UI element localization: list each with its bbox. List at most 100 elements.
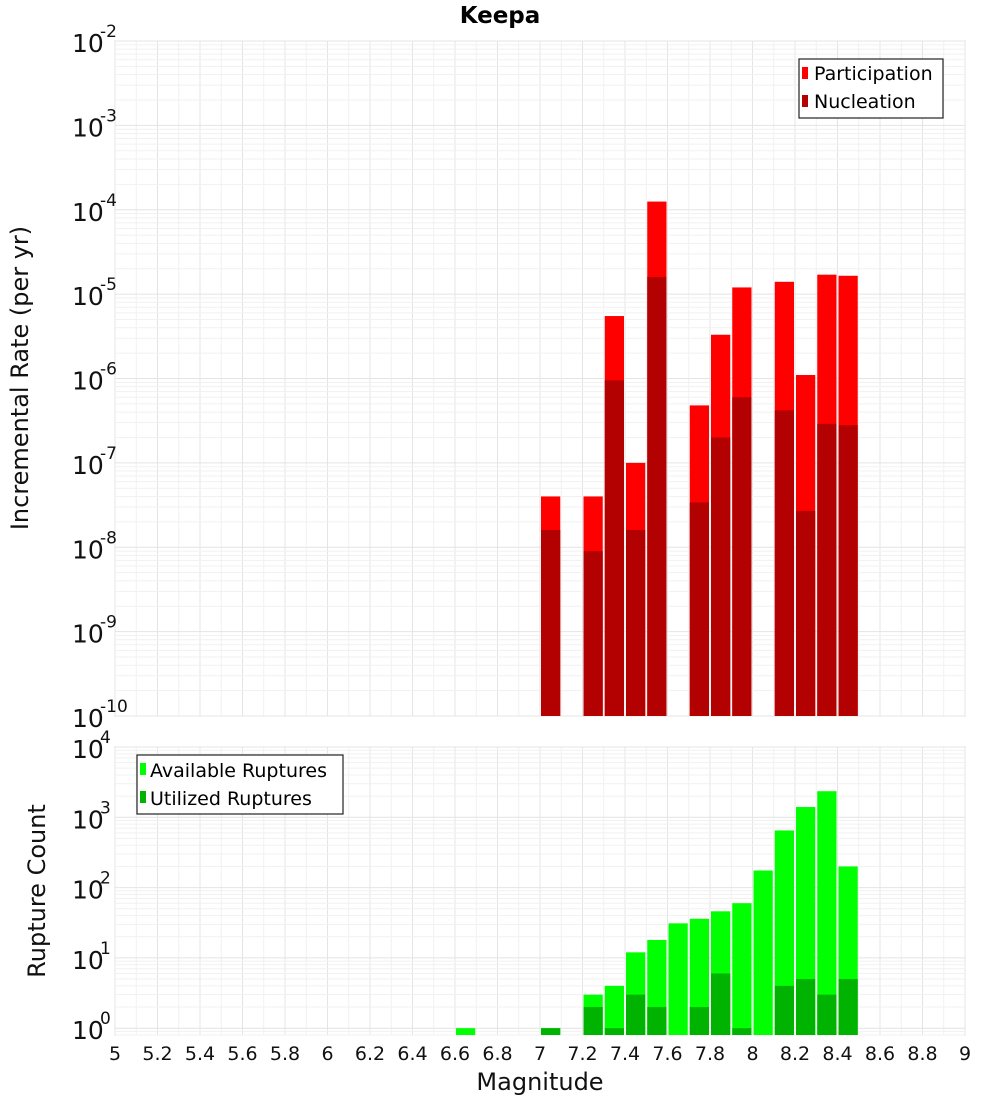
rate-bar-nucleation [796, 510, 816, 716]
rate-y-tick-label: 10 [72, 113, 104, 142]
available-legend-label: Available Ruptures [150, 760, 327, 782]
count-bar-utilized-ruptures [626, 994, 646, 1035]
count-bar-utilized-ruptures [689, 1007, 709, 1035]
magnitude-x-ticks: 5 5.2 5.4 5.6 5.8 6 6.2 6.4 6.6 6.8 7 7.2 7.4 7.6 7.8 8… [109, 1043, 971, 1065]
count-bar-utilized-ruptures [774, 985, 794, 1035]
rate-bar-nucleation [541, 530, 561, 716]
count-bar-available-ruptures [456, 1028, 476, 1035]
count-y-tick-exponent: 2 [100, 869, 111, 889]
rate-bar-nucleation [604, 380, 624, 716]
count-bar-available-ruptures [817, 791, 837, 1035]
rate-bar-nucleation [647, 276, 667, 716]
x-tick-label: 6.2 [355, 1043, 385, 1065]
utilized-legend-label: Utilized Ruptures [150, 788, 312, 810]
rate-y-tick-label: 10 [72, 451, 104, 480]
available-legend-swatch [140, 763, 146, 775]
count-bar-available-ruptures [689, 918, 709, 1035]
x-tick-label: 5.6 [227, 1043, 257, 1065]
rate-y-tick-exponent: -8 [100, 528, 117, 548]
x-tick-label: 5 [109, 1043, 121, 1065]
count-legend: Available Ruptures Utilized Ruptures [136, 754, 344, 815]
x-tick-label: 7.8 [695, 1043, 725, 1065]
rate-grid [114, 40, 966, 717]
x-tick-label: 6.8 [482, 1043, 512, 1065]
rate-y-tick-label: 10 [72, 198, 104, 227]
rate-y-tick-label: 10 [72, 620, 104, 649]
count-bar-available-ruptures [668, 923, 688, 1035]
rate-y-tick-exponent: -3 [100, 106, 117, 126]
rate-bar-nucleation [732, 397, 752, 716]
utilized-legend-swatch [140, 791, 146, 803]
count-bar-available-ruptures [796, 807, 816, 1035]
rate-y-tick-label: 10 [72, 367, 104, 396]
count-y-tick-label: 10 [72, 946, 104, 975]
count-bar-available-ruptures [753, 870, 773, 1035]
rate-bar-nucleation [689, 502, 709, 716]
count-bar-utilized-ruptures [796, 979, 816, 1035]
x-tick-label: 7.2 [567, 1043, 597, 1065]
rate-y-tick-exponent: -10 [100, 697, 128, 717]
rate-bar-nucleation [774, 410, 794, 716]
x-tick-label: 7.6 [652, 1043, 682, 1065]
rate-legend: Participation Nucleation [798, 58, 944, 119]
count-y-tick-label: 10 [72, 1016, 104, 1045]
count-legend-box [136, 754, 344, 815]
count-y-tick-label: 10 [72, 735, 104, 764]
count-bar-utilized-ruptures [732, 1028, 752, 1035]
count-bar-utilized-ruptures [711, 973, 731, 1035]
rate-bar-nucleation [583, 551, 603, 716]
rate-y-tick-exponent: -5 [100, 275, 117, 295]
rate-bar-nucleation [817, 423, 837, 716]
count-bar-available-ruptures [732, 903, 752, 1035]
rate-bar-nucleation [838, 425, 858, 716]
rate-y-axis-label: Incremental Rate (per yr) [6, 226, 34, 530]
rate-bar-nucleation [626, 530, 646, 716]
rate-bars [541, 201, 858, 716]
x-tick-label: 8.8 [907, 1043, 937, 1065]
rate-bar-nucleation [711, 437, 731, 716]
count-y-tick-label: 10 [72, 876, 104, 905]
rate-y-tick-label: 10 [72, 282, 104, 311]
participation-legend-swatch [802, 67, 808, 79]
x-tick-label: 8 [746, 1043, 758, 1065]
count-bar-available-ruptures [604, 985, 624, 1035]
count-bar-utilized-ruptures [541, 1028, 561, 1035]
count-y-axis-label: Rupture Count [23, 804, 51, 978]
count-bar-utilized-ruptures [583, 1007, 603, 1035]
count-bar-utilized-ruptures [817, 994, 837, 1035]
rate-y-tick-exponent: -4 [100, 191, 117, 211]
rate-y-tick-label: 10 [72, 535, 104, 564]
count-bar-available-ruptures [774, 830, 794, 1035]
x-tick-label: 6.6 [440, 1043, 470, 1065]
x-tick-label: 8.6 [865, 1043, 895, 1065]
x-tick-label: 5.8 [270, 1043, 300, 1065]
x-tick-label: 9 [959, 1043, 971, 1065]
count-bars [456, 791, 858, 1035]
rate-y-tick-label: 10 [72, 29, 104, 58]
x-tick-label: 7.4 [610, 1043, 640, 1065]
count-y-tick-exponent: 4 [100, 728, 111, 748]
count-y-tick-label: 10 [72, 805, 104, 834]
x-tick-label: 8.4 [822, 1043, 852, 1065]
count-bar-utilized-ruptures [604, 1028, 624, 1035]
rate-legend-box [798, 58, 944, 119]
rate-y-tick-exponent: -2 [100, 22, 117, 42]
x-tick-label: 7 [534, 1043, 546, 1065]
x-tick-label: 8.2 [780, 1043, 810, 1065]
nucleation-legend-label: Nucleation [814, 91, 916, 113]
rate-y-tick-label: 10 [72, 704, 104, 733]
x-tick-label: 5.2 [142, 1043, 172, 1065]
count-y-tick-exponent: 1 [100, 939, 111, 959]
x-axis-label: Magnitude [476, 1068, 603, 1096]
rate-y-tick-exponent: -9 [100, 613, 117, 633]
count-y-tick-exponent: 3 [100, 798, 111, 818]
rate-y-tick-exponent: -7 [100, 444, 117, 464]
x-tick-label: 5.4 [185, 1043, 215, 1065]
chart-title: Keepa [460, 3, 541, 29]
x-tick-label: 6 [321, 1043, 333, 1065]
count-bar-utilized-ruptures [838, 979, 858, 1035]
